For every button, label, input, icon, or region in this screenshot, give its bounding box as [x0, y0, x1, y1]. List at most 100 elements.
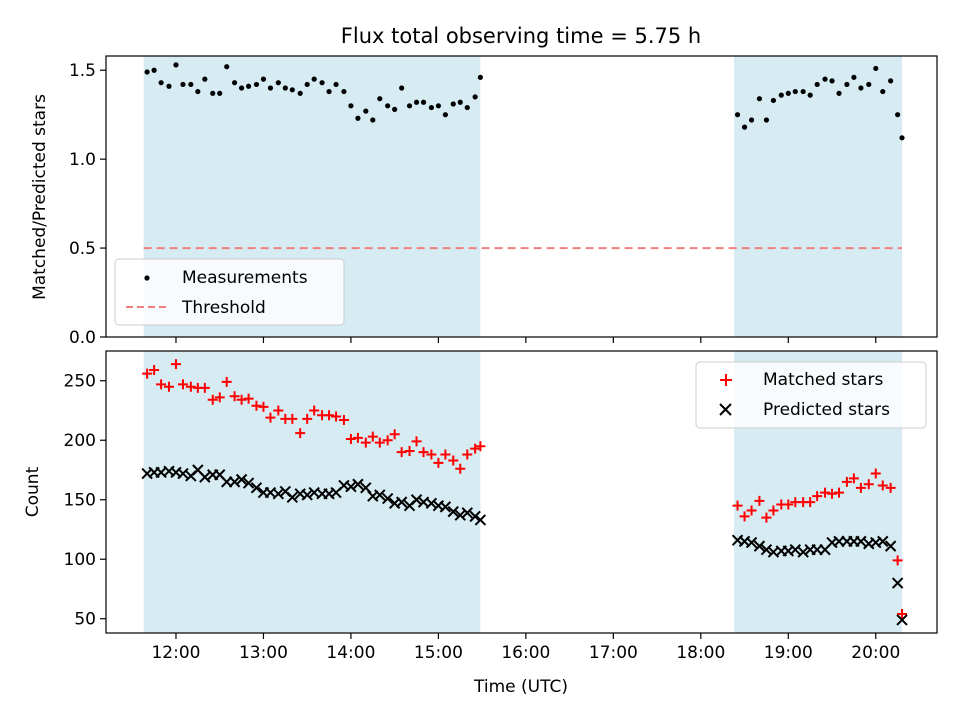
measurement-point	[377, 96, 383, 102]
matched-stars-point	[177, 379, 188, 390]
matched-stars-point	[897, 608, 908, 619]
matched-stars-point	[885, 482, 896, 493]
measurement-point	[297, 90, 303, 96]
matched-stars-point	[207, 394, 218, 405]
measurement-point	[238, 85, 245, 91]
measurement-point	[873, 65, 879, 72]
predicted-stars-point	[454, 509, 466, 521]
measurement-point	[231, 80, 238, 86]
y-tick-label: 0.5	[69, 239, 96, 259]
predicted-stars-point	[395, 496, 408, 508]
matched-stars-point	[877, 480, 888, 491]
predicted-stars-point	[877, 535, 889, 548]
legend-label-measurements: Measurements	[182, 268, 308, 288]
measurement-point	[326, 88, 332, 95]
measurement-point	[151, 67, 157, 73]
predicted-stars-point	[439, 501, 452, 513]
measurement-point	[399, 85, 405, 91]
predicted-stars-point	[199, 471, 211, 483]
matched-stars-point	[367, 431, 378, 442]
measurement-point	[202, 76, 208, 82]
measurement-point	[807, 92, 813, 98]
predicted-stars-point	[272, 488, 285, 500]
measurement-point	[895, 112, 901, 118]
top-panel-frame	[105, 55, 938, 338]
matched-stars-point	[761, 512, 772, 523]
matched-stars-point	[470, 443, 481, 454]
measurement-point	[420, 99, 427, 105]
matched-stars-point	[475, 441, 486, 452]
measurement-point	[858, 85, 864, 91]
matched-stars-point	[746, 505, 757, 516]
predicted-stars-point	[745, 536, 758, 549]
bottom-panel-frame	[105, 350, 938, 634]
measurement-point	[289, 87, 295, 93]
measurement-point	[814, 81, 820, 88]
measurement-point	[253, 81, 260, 88]
measurement-point	[355, 115, 361, 121]
matched-stars-point	[448, 455, 459, 466]
predicted-stars-point	[301, 489, 313, 501]
predicted-stars-point	[286, 491, 299, 504]
legend-label-threshold: Threshold	[181, 298, 266, 318]
matched-stars-point	[251, 400, 262, 411]
measurement-point	[341, 88, 347, 95]
matched-stars-point	[870, 468, 881, 479]
x-tick-label: 20:00	[851, 643, 900, 663]
predicted-stars-point	[891, 577, 904, 589]
matched-stars-point	[295, 428, 306, 439]
matched-stars-point	[309, 405, 320, 416]
measurement-point	[748, 117, 755, 123]
matched-stars-point	[258, 401, 269, 412]
matched-stars-point	[199, 382, 210, 393]
matched-stars-point	[352, 432, 363, 443]
predicted-stars-point	[896, 614, 908, 626]
x-tick-label: 18:00	[676, 643, 725, 663]
matched-stars-point	[827, 488, 838, 499]
measurement-point	[260, 76, 267, 82]
matched-stars-point	[812, 491, 823, 502]
predicted-stars-point	[855, 535, 867, 548]
predicted-stars-point	[177, 467, 189, 480]
matched-stars-point	[382, 435, 393, 446]
measurement-point	[464, 104, 470, 111]
predicted-stars-point	[228, 476, 241, 488]
y-tick-label: 150	[64, 491, 96, 511]
legend-label-predicted: Predicted stars	[763, 400, 890, 420]
predicted-stars-point	[474, 514, 487, 526]
matched-stars-point	[754, 495, 765, 506]
predicted-stars-point	[352, 478, 364, 490]
measurement-point	[770, 97, 777, 104]
matched-stars-point	[892, 555, 903, 566]
measurement-point	[785, 90, 791, 96]
observing-window-2	[734, 56, 903, 337]
top-legend: Measurements Threshold	[114, 258, 345, 326]
measurement-point	[450, 101, 456, 107]
chart-title: Flux total observing time = 5.75 h	[341, 24, 701, 48]
matched-stars-point	[170, 359, 181, 370]
matched-stars-point	[411, 436, 422, 447]
matched-stars-point	[142, 368, 153, 379]
measurement-point	[888, 78, 894, 84]
matched-stars-point	[360, 437, 371, 448]
bottom-panel: 50 100 150 200 250 12:00 13:00 14:00 15:00 16:00…	[23, 350, 938, 697]
measurement-point	[457, 99, 463, 105]
y-tick-label: 50	[74, 610, 96, 630]
measurement-point	[370, 117, 376, 123]
bottom-legend-box	[695, 361, 927, 429]
predicted-stars-point	[447, 505, 459, 518]
predicted-stars-point	[345, 480, 357, 493]
predicted-stars-point	[425, 497, 438, 510]
predicted-stars-point	[797, 546, 809, 558]
predicted-stars-point	[760, 544, 773, 556]
predicted-stars-point	[789, 544, 802, 556]
measurement-point	[899, 135, 905, 141]
measurement-point	[392, 106, 398, 112]
legend-marker-matched	[720, 374, 732, 386]
matched-stars-point	[243, 393, 254, 404]
x-tick-label: 17:00	[589, 643, 638, 663]
measurement-point	[829, 78, 835, 84]
matched-stars-point	[214, 392, 225, 403]
matched-stars-point	[768, 505, 779, 516]
